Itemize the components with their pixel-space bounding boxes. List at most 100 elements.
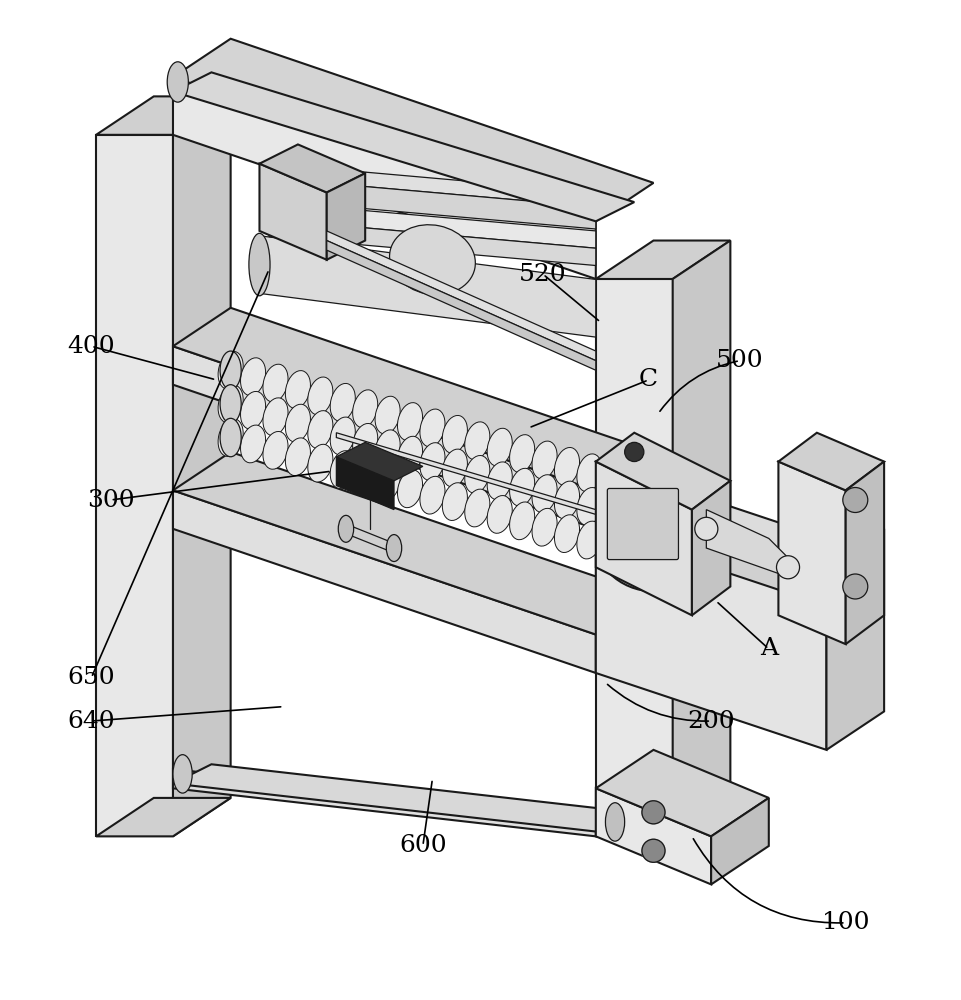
Polygon shape — [96, 135, 173, 836]
Ellipse shape — [331, 383, 356, 421]
Polygon shape — [269, 202, 596, 248]
Polygon shape — [173, 769, 596, 836]
Polygon shape — [259, 144, 365, 192]
Polygon shape — [173, 346, 596, 529]
Ellipse shape — [375, 396, 400, 434]
Text: 640: 640 — [67, 710, 115, 733]
Polygon shape — [596, 490, 826, 606]
Circle shape — [625, 442, 644, 462]
Ellipse shape — [465, 489, 490, 527]
Polygon shape — [96, 96, 231, 135]
Ellipse shape — [554, 447, 579, 485]
Polygon shape — [327, 231, 596, 361]
Ellipse shape — [308, 411, 333, 448]
Polygon shape — [596, 750, 769, 836]
Ellipse shape — [398, 470, 423, 508]
Polygon shape — [336, 457, 394, 510]
Ellipse shape — [386, 535, 402, 562]
Polygon shape — [336, 433, 596, 514]
Polygon shape — [173, 490, 596, 673]
Ellipse shape — [600, 528, 625, 565]
Polygon shape — [596, 241, 730, 279]
Ellipse shape — [353, 457, 378, 495]
Ellipse shape — [338, 515, 354, 542]
Ellipse shape — [375, 430, 400, 468]
Text: C: C — [639, 368, 658, 391]
Circle shape — [776, 556, 800, 579]
Ellipse shape — [398, 403, 423, 440]
Polygon shape — [173, 764, 634, 832]
Polygon shape — [327, 173, 365, 260]
Ellipse shape — [249, 233, 270, 296]
Text: A: A — [760, 637, 777, 660]
Polygon shape — [596, 462, 692, 615]
Ellipse shape — [173, 755, 192, 793]
Text: 200: 200 — [687, 710, 735, 733]
Polygon shape — [173, 77, 596, 279]
Ellipse shape — [420, 409, 445, 447]
Ellipse shape — [577, 454, 602, 492]
Ellipse shape — [532, 508, 557, 546]
Text: 400: 400 — [67, 335, 115, 358]
Ellipse shape — [218, 419, 243, 456]
Text: 650: 650 — [67, 666, 115, 689]
Polygon shape — [96, 798, 231, 836]
Ellipse shape — [353, 423, 378, 461]
Circle shape — [843, 574, 868, 599]
Ellipse shape — [263, 431, 288, 469]
Polygon shape — [826, 529, 884, 750]
Polygon shape — [706, 510, 788, 577]
Ellipse shape — [465, 455, 490, 493]
Polygon shape — [778, 462, 846, 644]
Circle shape — [843, 488, 868, 512]
Ellipse shape — [605, 803, 625, 841]
Ellipse shape — [308, 444, 333, 482]
Ellipse shape — [577, 521, 602, 559]
Polygon shape — [346, 524, 394, 553]
Polygon shape — [673, 241, 730, 836]
Ellipse shape — [218, 385, 243, 423]
Text: 100: 100 — [822, 911, 870, 934]
Polygon shape — [269, 219, 596, 266]
FancyBboxPatch shape — [607, 488, 678, 560]
Text: 300: 300 — [86, 489, 135, 512]
Ellipse shape — [509, 435, 534, 472]
Ellipse shape — [240, 391, 265, 429]
Circle shape — [642, 801, 665, 824]
Circle shape — [695, 517, 718, 540]
Text: 500: 500 — [716, 349, 764, 372]
Polygon shape — [173, 308, 653, 490]
Ellipse shape — [375, 464, 400, 501]
Ellipse shape — [532, 475, 557, 512]
Ellipse shape — [240, 358, 265, 396]
Polygon shape — [173, 452, 653, 635]
Polygon shape — [846, 462, 884, 644]
Ellipse shape — [487, 462, 512, 500]
Polygon shape — [327, 241, 596, 370]
Ellipse shape — [420, 476, 445, 514]
Ellipse shape — [389, 225, 476, 295]
Polygon shape — [336, 442, 423, 481]
Polygon shape — [596, 433, 730, 510]
Ellipse shape — [285, 371, 310, 408]
Ellipse shape — [420, 443, 445, 480]
Ellipse shape — [167, 62, 188, 102]
Ellipse shape — [285, 404, 310, 442]
Ellipse shape — [220, 351, 241, 389]
Ellipse shape — [442, 449, 467, 487]
Ellipse shape — [308, 377, 333, 415]
Ellipse shape — [220, 418, 241, 457]
Circle shape — [591, 466, 716, 591]
Polygon shape — [173, 72, 634, 221]
Ellipse shape — [487, 428, 512, 466]
Polygon shape — [692, 481, 730, 615]
Ellipse shape — [577, 488, 602, 525]
Ellipse shape — [263, 364, 288, 402]
Polygon shape — [259, 236, 596, 337]
Polygon shape — [269, 178, 596, 229]
Ellipse shape — [218, 351, 243, 389]
Ellipse shape — [442, 483, 467, 520]
Polygon shape — [596, 462, 826, 567]
Circle shape — [642, 839, 665, 862]
Ellipse shape — [263, 398, 288, 436]
